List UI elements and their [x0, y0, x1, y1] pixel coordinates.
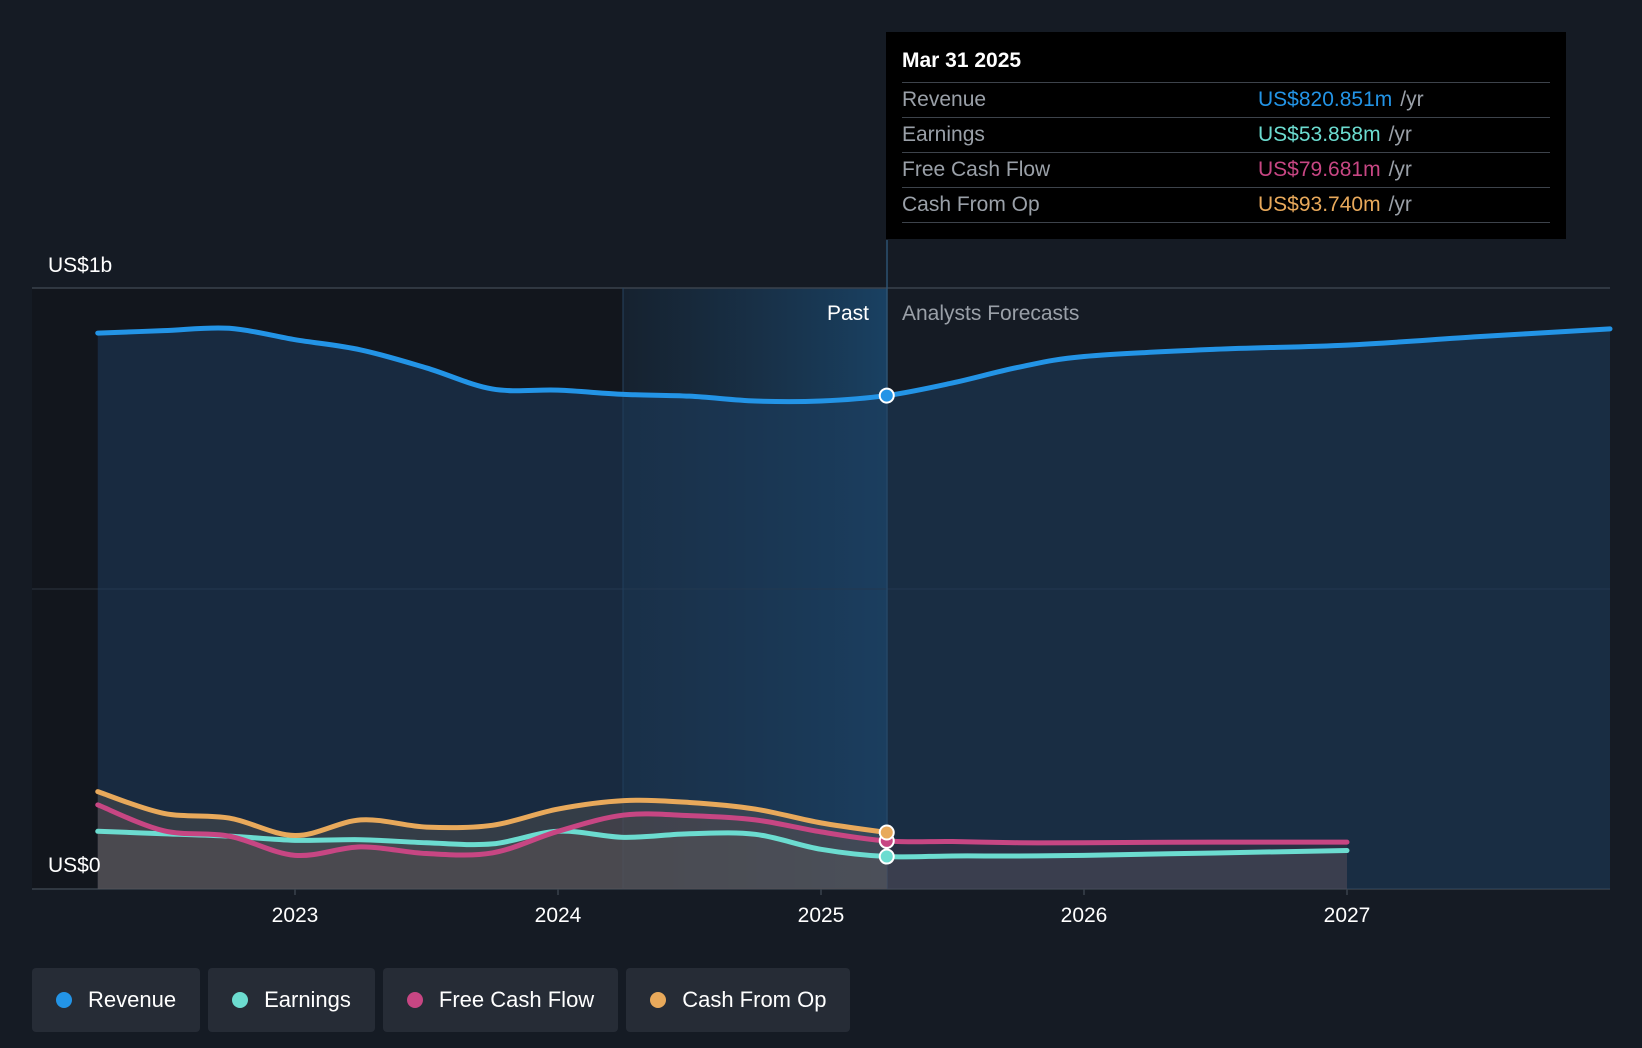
x-tick-label: 2024: [535, 904, 582, 927]
legend-dot-icon: [232, 992, 249, 1008]
cash-from-op-line: [95, 789, 890, 839]
free-cash-flow-area: [97, 804, 1347, 889]
revenue-area: [97, 327, 1610, 889]
earnings-marker: [878, 848, 895, 865]
earnings-area: [97, 831, 1347, 889]
legend-dot-icon: [406, 992, 423, 1008]
tooltip-row-free-cash-flow: Free Cash Flow US$79.681m /yr: [902, 152, 1550, 187]
legend-item-earnings[interactable]: Earnings: [208, 968, 375, 1032]
tooltip-label: Earnings: [902, 123, 985, 146]
legend-dot-icon: [650, 992, 667, 1008]
hover-tooltip: Mar 31 2025 Revenue US$820.851m /yr Earn…: [886, 32, 1566, 239]
tooltip-label: Free Cash Flow: [902, 158, 1051, 181]
tooltip-label: Revenue: [902, 88, 987, 111]
legend: Revenue Earnings Free Cash Flow Cash Fro…: [32, 968, 851, 1032]
tooltip-value: US$53.858m: [1258, 123, 1381, 146]
tooltip-unit: /yr: [1388, 123, 1412, 146]
x-tick-label: 2027: [1324, 904, 1371, 927]
legend-item-free-cash-flow[interactable]: Free Cash Flow: [382, 968, 619, 1032]
legend-dot-icon: [56, 992, 72, 1008]
free-cash-flow-line: [95, 802, 1350, 859]
tooltip-row-cash-from-op: Cash From Op US$93.740m /yr: [902, 187, 1550, 223]
tooltip-unit: /yr: [1400, 88, 1424, 111]
revenue-marker: [878, 387, 895, 404]
tooltip-label: Cash From Op: [902, 193, 1040, 216]
revenue-line: [95, 325, 1613, 405]
x-tick-label: 2023: [272, 904, 319, 927]
earnings-line: [95, 828, 1350, 860]
legend-item-revenue[interactable]: Revenue: [32, 968, 201, 1032]
tooltip-unit: /yr: [1388, 193, 1412, 216]
tooltip-unit: /yr: [1388, 158, 1412, 181]
tooltip-date: Mar 31 2025: [902, 49, 1022, 72]
legend-label: Earnings: [264, 987, 351, 1012]
tooltip-row-earnings: Earnings US$53.858m /yr: [902, 117, 1550, 152]
legend-label: Revenue: [88, 987, 177, 1012]
legend-label: Free Cash Flow: [438, 987, 595, 1012]
legend-label: Cash From Op: [682, 987, 827, 1012]
y-label-bottom: US$0: [48, 854, 101, 877]
forecast-label: Analysts Forecasts: [902, 302, 1079, 325]
y-label-top: US$1b: [48, 254, 112, 277]
legend-item-cash-from-op[interactable]: Cash From Op: [626, 968, 851, 1032]
x-tick-label: 2025: [798, 904, 845, 927]
tooltip-value: US$820.851m: [1258, 88, 1393, 111]
tooltip-value: US$79.681m: [1258, 158, 1381, 181]
tooltip-row-revenue: Revenue US$820.851m /yr: [902, 82, 1550, 117]
tooltip-value: US$93.740m: [1258, 193, 1381, 216]
x-tick-label: 2026: [1061, 904, 1108, 927]
past-label: Past: [827, 302, 869, 325]
cash-from-op-marker: [878, 824, 895, 841]
